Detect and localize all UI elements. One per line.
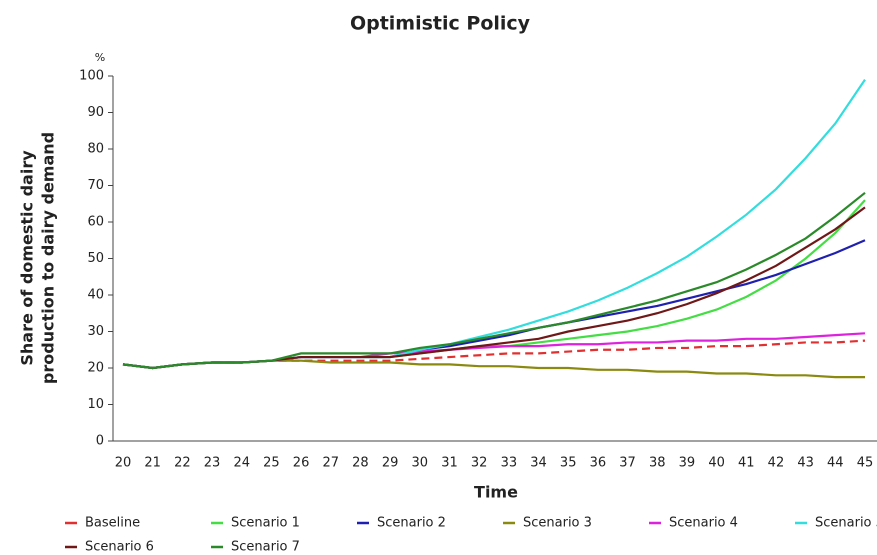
x-tick-label: 45 bbox=[857, 456, 874, 471]
x-tick-label: 36 bbox=[590, 456, 607, 471]
y-tick-label: 70 bbox=[87, 178, 104, 193]
line bbox=[122, 239, 866, 370]
y-tick-label: 60 bbox=[87, 215, 104, 230]
x-tick-label: 39 bbox=[679, 456, 696, 471]
x-tick-label: 33 bbox=[501, 456, 518, 471]
y-tick-label: 20 bbox=[87, 361, 104, 376]
x-tick-label: 40 bbox=[708, 456, 725, 471]
legend-label: Baseline bbox=[85, 516, 140, 531]
legend-label: Scenario 3 bbox=[523, 516, 592, 531]
y-tick-label: 30 bbox=[87, 324, 104, 339]
line bbox=[122, 79, 866, 370]
y-tick-label: 0 bbox=[96, 434, 104, 449]
x-tick-label: 42 bbox=[768, 456, 785, 471]
y-tick-label: 50 bbox=[87, 251, 104, 266]
x-tick-label: 37 bbox=[619, 456, 636, 471]
line bbox=[122, 191, 866, 370]
x-tick-label: 23 bbox=[204, 456, 221, 471]
chart-title: Optimistic Policy bbox=[350, 13, 531, 35]
x-tick-label: 32 bbox=[471, 456, 488, 471]
x-tick-label: 41 bbox=[738, 456, 755, 471]
legend-label: Scenario 4 bbox=[669, 516, 738, 531]
x-tick-label: 22 bbox=[174, 456, 191, 471]
x-tick-label: 24 bbox=[233, 456, 250, 471]
x-axis-title: Time bbox=[474, 483, 518, 502]
y-unit: % bbox=[95, 51, 105, 64]
legend-label: Scenario 2 bbox=[377, 516, 446, 531]
line bbox=[122, 206, 866, 370]
y-tick-label: 10 bbox=[87, 397, 104, 412]
y-tick-label: 90 bbox=[87, 105, 104, 120]
x-tick-label: 21 bbox=[144, 456, 161, 471]
x-tick-label: 35 bbox=[560, 456, 577, 471]
legend-label: Scenario 7 bbox=[231, 540, 300, 555]
x-tick-label: 34 bbox=[530, 456, 547, 471]
x-tick-label: 31 bbox=[441, 456, 458, 471]
y-tick-label: 40 bbox=[87, 288, 104, 303]
x-tick-label: 27 bbox=[322, 456, 339, 471]
legend-label: Scenario 6 bbox=[85, 540, 154, 555]
legend-label: Scenario 1 bbox=[231, 516, 300, 531]
y-tick-label: 100 bbox=[79, 69, 104, 84]
x-tick-label: 44 bbox=[827, 456, 844, 471]
x-tick-label: 30 bbox=[412, 456, 429, 471]
line bbox=[122, 199, 866, 370]
x-tick-label: 29 bbox=[382, 456, 399, 471]
x-tick-label: 20 bbox=[115, 456, 132, 471]
x-tick-label: 38 bbox=[649, 456, 666, 471]
y-axis-title: production to dairy demand bbox=[39, 132, 58, 384]
x-tick-label: 25 bbox=[263, 456, 280, 471]
legend-label: Scenario 5 bbox=[815, 516, 877, 531]
x-tick-label: 28 bbox=[352, 456, 369, 471]
x-tick-label: 26 bbox=[293, 456, 310, 471]
y-tick-label: 80 bbox=[87, 142, 104, 157]
y-axis-title: Share of domestic dairy bbox=[18, 150, 37, 366]
x-tick-label: 43 bbox=[797, 456, 814, 471]
